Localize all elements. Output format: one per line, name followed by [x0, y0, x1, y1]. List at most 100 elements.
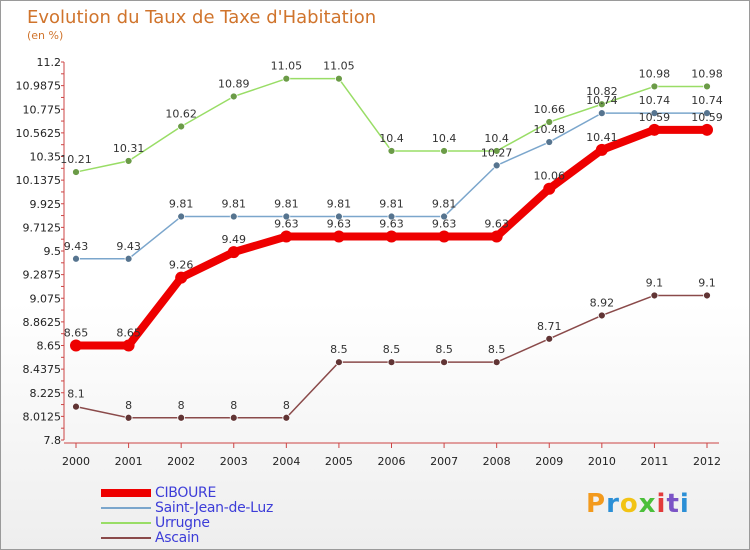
data-point-1 — [335, 212, 343, 221]
legend-swatch-saint-jean-de-luz — [101, 506, 151, 509]
data-point-1 — [72, 254, 80, 263]
data-point-2 — [229, 92, 238, 101]
y-tick-label: 9.5 — [44, 245, 62, 258]
data-point-0 — [595, 143, 608, 156]
x-tick-label: 2009 — [535, 455, 563, 468]
data-point-2 — [124, 157, 133, 165]
data-point-3 — [492, 358, 501, 367]
data-label-0: 9.63 — [274, 218, 299, 231]
data-label-3: 8.92 — [590, 296, 615, 309]
series-line-3 — [75, 294, 707, 419]
data-point-3 — [440, 358, 448, 367]
data-point-3 — [387, 358, 396, 367]
data-point-3 — [703, 291, 711, 300]
y-tick-label: 9.7125 — [23, 221, 62, 234]
data-point-2 — [387, 147, 396, 155]
data-point-1 — [650, 109, 659, 118]
x-tick-label: 2007 — [430, 455, 458, 468]
legend-item-ciboure: CIBOURE — [101, 484, 273, 501]
data-point-0 — [175, 271, 188, 284]
data-label-1: 9.81 — [379, 198, 404, 211]
data-label-0: 9.63 — [432, 218, 457, 231]
data-point-2 — [597, 100, 606, 109]
y-tick-label: 10.5625 — [16, 127, 62, 140]
data-point-0 — [122, 339, 135, 352]
data-point-0 — [648, 123, 661, 136]
data-point-2 — [545, 118, 554, 126]
data-label-0: 8.65 — [64, 327, 89, 340]
legend-swatch-urrugne — [101, 521, 151, 524]
data-label-1: 9.81 — [274, 198, 299, 211]
logo-letter: P — [586, 489, 607, 519]
data-label-2: 11.05 — [271, 60, 303, 73]
logo-letter: i — [679, 489, 690, 519]
data-point-1 — [387, 212, 396, 221]
data-label-3: 8 — [178, 399, 185, 412]
data-point-2 — [177, 122, 186, 131]
data-label-0: 8.65 — [116, 327, 141, 340]
data-label-2: 10.4 — [432, 132, 457, 145]
x-tick-label: 2000 — [62, 455, 90, 468]
legend: CIBOURE Saint-Jean-de-Luz Urrugne Ascain — [101, 484, 273, 546]
legend-item-saint-jean-de-luz: Saint-Jean-de-Luz — [101, 500, 273, 516]
data-point-3 — [124, 413, 133, 422]
data-label-1: 10.74 — [691, 94, 723, 107]
data-point-0 — [490, 230, 503, 243]
data-point-3 — [545, 334, 554, 343]
data-point-1 — [492, 161, 501, 170]
legend-swatch-ciboure — [101, 488, 151, 497]
y-tick-label: 10.1375 — [16, 174, 62, 187]
data-label-2: 10.4 — [484, 132, 509, 145]
legend-item-ascain: Ascain — [101, 530, 273, 546]
data-label-1: 10.48 — [534, 123, 566, 136]
data-point-3 — [335, 358, 343, 367]
data-point-1 — [229, 212, 238, 221]
data-label-0: 9.49 — [222, 233, 247, 246]
data-point-2 — [282, 74, 291, 83]
data-label-1: 10.74 — [639, 94, 671, 107]
data-label-2: 10.31 — [113, 142, 145, 155]
data-point-1 — [124, 254, 133, 263]
y-tick-label: 7.8 — [44, 434, 62, 447]
data-point-1 — [545, 138, 554, 146]
logo-letter: o — [619, 489, 639, 519]
x-tick-label: 2004 — [272, 455, 300, 468]
data-point-0 — [385, 230, 398, 243]
data-point-3 — [282, 413, 291, 422]
data-label-1: 9.43 — [64, 240, 89, 253]
x-tick-label: 2011 — [640, 455, 668, 468]
data-label-0: 10.41 — [586, 131, 618, 144]
data-label-0: 9.63 — [327, 218, 352, 231]
y-tick-label: 8.0125 — [23, 410, 62, 423]
data-label-2: 10.98 — [639, 67, 671, 80]
data-label-1: 9.81 — [432, 198, 457, 211]
data-point-0 — [438, 230, 451, 243]
data-label-0: 10.59 — [639, 111, 671, 124]
legend-label-ciboure: CIBOURE — [155, 484, 217, 501]
data-point-0 — [70, 339, 82, 352]
y-tick-label: 9.2875 — [23, 269, 62, 282]
data-point-3 — [597, 311, 606, 320]
x-tick-label: 2008 — [483, 455, 511, 468]
data-point-1 — [440, 212, 448, 221]
legend-item-urrugne: Urrugne — [101, 515, 273, 531]
data-point-3 — [229, 413, 238, 422]
y-tick-label: 9.925 — [30, 198, 62, 211]
data-point-2 — [335, 74, 343, 83]
data-point-3 — [72, 402, 80, 411]
x-tick-label: 2006 — [378, 455, 406, 468]
data-label-3: 8.5 — [383, 343, 401, 356]
chart-title: Evolution du Taux de Taxe d'Habitation — [27, 7, 377, 28]
data-point-2 — [703, 82, 711, 91]
data-point-1 — [177, 212, 186, 221]
data-label-2: 10.89 — [218, 77, 250, 90]
legend-swatch-ascain — [101, 536, 151, 539]
data-point-0 — [543, 182, 556, 195]
y-tick-label: 10.775 — [23, 103, 62, 116]
data-point-0 — [280, 230, 293, 243]
y-tick-label: 8.65 — [37, 340, 62, 353]
x-tick-label: 2001 — [115, 455, 143, 468]
proxiti-logo: Proxiti — [586, 489, 690, 519]
